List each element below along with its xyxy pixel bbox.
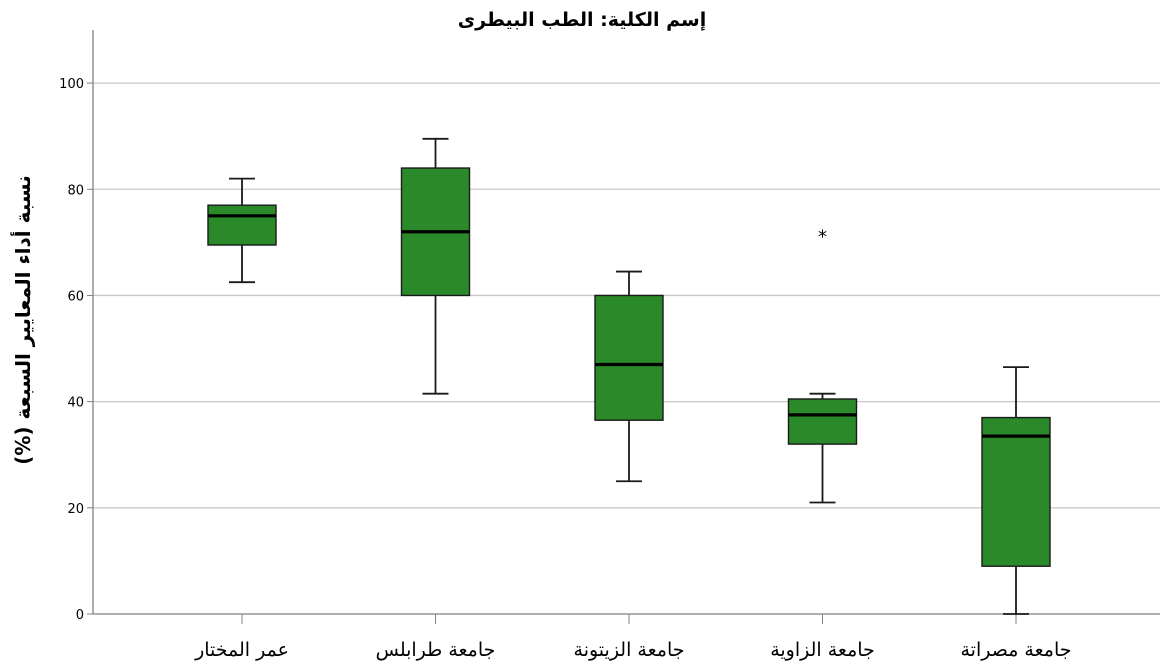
y-tick-label: 80: [67, 183, 84, 198]
y-axis-label: نسبة أداء المعايير السبعة (%): [9, 175, 35, 465]
x-tick-label: جامعة الزيتونة: [574, 639, 685, 661]
outlier-star: *: [818, 226, 827, 247]
chart-title: إسم الكلية: الطب البيطرى: [458, 9, 706, 31]
y-tick-label: 60: [67, 289, 84, 304]
box-iqr: [787, 398, 858, 445]
x-tick-label: جامعة الزاوية: [770, 639, 875, 661]
box-iqr: [594, 294, 664, 421]
x-tick-label: عمر المختار: [194, 639, 289, 661]
box-iqr: [207, 204, 277, 246]
x-tick-label: جامعة طرابلس: [376, 639, 496, 661]
x-tick-label: جامعة مصراتة: [961, 639, 1072, 661]
box-iqr: [981, 416, 1051, 567]
y-tick-label: 40: [67, 396, 84, 411]
y-tick-label: 20: [67, 502, 84, 517]
y-tick-label: 100: [59, 77, 84, 92]
plot-area: 0 20 40 60 80 100 عمر المختار جامعة طرابلس جامعة…: [59, 30, 1160, 661]
y-tick-label: 0: [76, 608, 84, 623]
